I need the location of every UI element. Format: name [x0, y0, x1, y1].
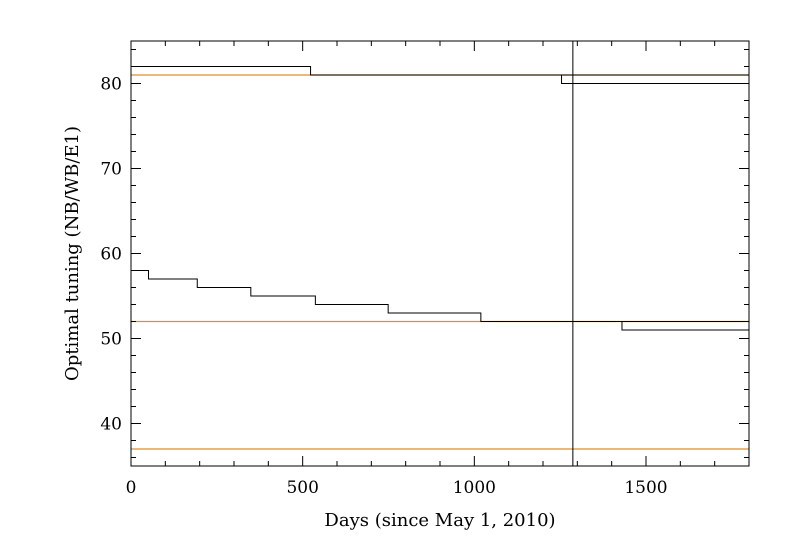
- y-tick-label: 50: [100, 330, 122, 350]
- series-line-4: [621, 321, 749, 331]
- y-tick-label: 60: [100, 245, 122, 265]
- series-line-2: [561, 75, 749, 84]
- y-axis: 40 50 60 70 80: [100, 49, 749, 458]
- y-axis-title: Optimal tuning (NB/WB/E1): [62, 126, 83, 381]
- x-axis: 0 500 1000 1500: [126, 41, 750, 498]
- x-tick-label: 1500: [624, 478, 667, 498]
- y-tick-label: 80: [100, 75, 122, 95]
- axes: [130, 40, 750, 467]
- x-tick-label: 0: [126, 478, 137, 498]
- y-tick-label: 40: [100, 415, 122, 435]
- x-tick-label: 500: [286, 478, 318, 498]
- x-axis-title: Days (since May 1, 2010): [324, 510, 555, 531]
- y-tick-label: 70: [100, 160, 122, 180]
- plot-area: [131, 41, 749, 466]
- x-tick-label: 1000: [453, 478, 496, 498]
- series-line-1: [131, 66, 749, 76]
- series-line-3: [131, 270, 749, 322]
- plot-frame: [130, 40, 750, 467]
